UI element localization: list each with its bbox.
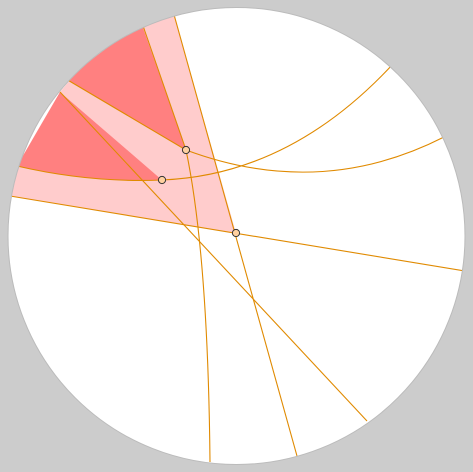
disk-border bbox=[7, 7, 466, 465]
vertex-point-v1 bbox=[181, 145, 191, 155]
geodesic-arc bbox=[185, 149, 211, 463]
disk-contents bbox=[9, 10, 465, 463]
vertex-point-v3 bbox=[231, 228, 241, 238]
vertex-point-v2 bbox=[157, 175, 167, 185]
light-region bbox=[10, 11, 236, 233]
geodesic-line bbox=[65, 78, 187, 151]
vertex-group bbox=[157, 145, 241, 238]
geodesic-arc bbox=[185, 136, 445, 173]
geodesic-line bbox=[59, 91, 368, 422]
geodesic-arc bbox=[16, 63, 394, 181]
geodesic-line bbox=[140, 19, 187, 151]
dark-region-lower bbox=[17, 92, 162, 181]
dark-region-upper bbox=[66, 22, 186, 150]
